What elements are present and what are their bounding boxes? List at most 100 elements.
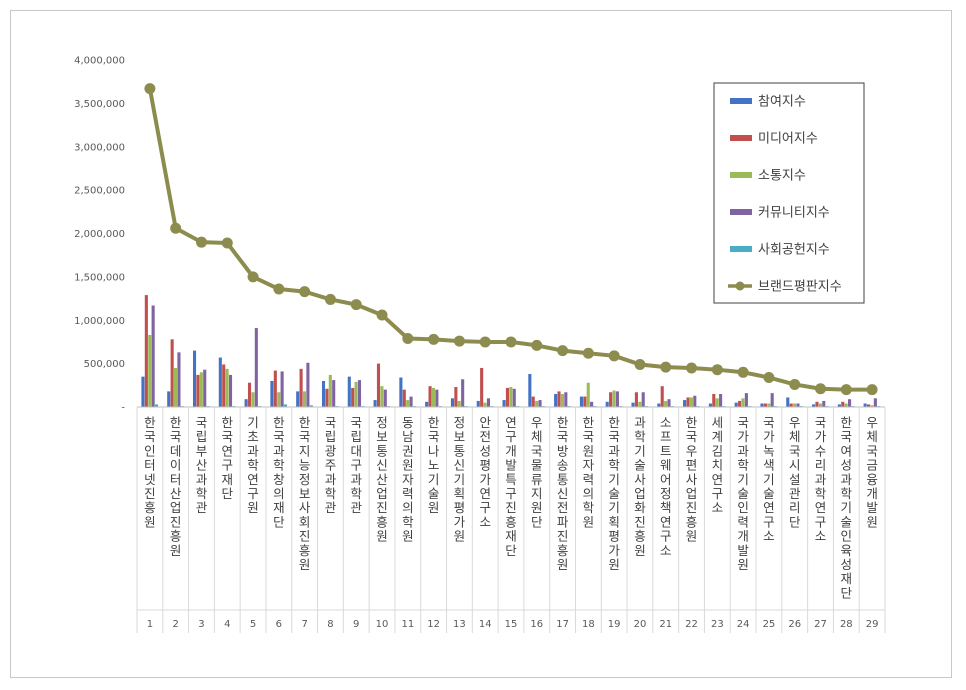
bar-3-10	[409, 396, 413, 407]
index-label: 1	[147, 619, 153, 630]
brand-index-point-24	[763, 372, 775, 384]
index-label: 17	[556, 619, 569, 630]
bar-3-20	[667, 399, 671, 407]
bar-4-6	[309, 405, 313, 407]
bar-3-0	[151, 305, 155, 407]
brand-index-point-2	[195, 236, 207, 248]
y-tick-label: 4,000,000	[74, 56, 125, 67]
bar-0-27	[837, 404, 841, 407]
bar-1-6	[299, 368, 303, 407]
y-tick-label: -	[121, 403, 125, 414]
index-label: 7	[301, 619, 307, 630]
bar-2-24	[767, 403, 771, 407]
bar-3-5	[280, 371, 284, 407]
bar-0-12	[450, 398, 455, 407]
bar-0-5	[270, 380, 274, 407]
bar-1-27	[841, 401, 845, 407]
bar-1-21	[686, 397, 690, 407]
bar-3-19	[641, 392, 645, 407]
bar-1-0	[144, 295, 148, 407]
brand-index-point-14	[505, 336, 517, 348]
bar-0-24	[760, 403, 764, 407]
legend-marker-0	[730, 98, 752, 104]
index-label: 14	[479, 619, 492, 630]
brand-index-point-28	[866, 384, 878, 396]
brand-index-point-8	[350, 299, 362, 311]
bar-3-23	[744, 393, 748, 407]
bar-1-9	[376, 363, 381, 407]
bar-2-7	[328, 374, 332, 407]
brand-index-point-21	[686, 362, 698, 374]
brand-index-point-26	[815, 383, 827, 395]
bar-series	[141, 295, 881, 407]
brand-index-point-27	[840, 384, 852, 396]
bar-2-2	[199, 372, 203, 407]
brand-index-point-10	[402, 332, 414, 344]
bar-3-27	[848, 399, 852, 407]
bar-2-9	[380, 386, 384, 407]
index-label: 4	[224, 619, 230, 630]
index-label: 9	[353, 619, 359, 630]
bar-3-12	[461, 379, 465, 407]
index-label: 29	[866, 619, 879, 630]
bar-1-24	[763, 403, 767, 407]
bar-0-25	[786, 397, 790, 407]
legend-marker-2	[730, 172, 752, 178]
bar-1-14	[505, 387, 509, 407]
brand-index-line	[144, 83, 878, 396]
brand-index-point-6	[299, 286, 311, 298]
bar-0-10	[399, 377, 403, 407]
bar-0-28	[863, 403, 867, 407]
y-tick-label: 1,000,000	[74, 316, 125, 327]
brand-index-point-17	[582, 347, 594, 359]
index-label: 21	[659, 619, 672, 630]
index-label: 10	[376, 619, 389, 630]
bar-0-16	[554, 393, 558, 407]
index-label: 25	[763, 619, 776, 630]
bar-3-9	[383, 389, 387, 407]
bar-1-28	[867, 404, 871, 407]
brand-index-point-1	[170, 222, 182, 234]
bar-3-26	[822, 400, 826, 407]
bar-1-10	[402, 389, 406, 407]
legend-marker-4	[730, 246, 752, 252]
bar-2-3	[225, 368, 229, 407]
bar-0-18	[605, 401, 609, 407]
brand-index-point-5	[273, 283, 285, 295]
bar-1-17	[583, 396, 587, 407]
y-tick-label: 500,000	[84, 359, 125, 370]
bar-0-7	[321, 380, 326, 407]
index-label: 24	[737, 619, 750, 630]
index-label: 15	[505, 619, 518, 630]
bar-1-19	[634, 392, 638, 407]
brand-index-point-13	[479, 336, 491, 348]
index-label: 11	[401, 619, 414, 630]
bar-0-23	[734, 402, 738, 407]
bar-0-22	[708, 403, 712, 407]
bar-3-28	[873, 398, 877, 407]
bar-2-15	[535, 400, 539, 407]
legend-label: 미디어지수	[758, 132, 818, 147]
index-label: 28	[840, 619, 853, 630]
y-tick-label: 3,500,000	[74, 99, 125, 110]
index-label: 6	[276, 619, 282, 630]
y-tick-label: 2,500,000	[74, 186, 125, 197]
bar-2-4	[251, 392, 255, 407]
bar-2-20	[664, 400, 668, 407]
bar-1-20	[660, 386, 664, 407]
bar-2-14	[509, 387, 513, 407]
bar-3-13	[486, 398, 491, 407]
